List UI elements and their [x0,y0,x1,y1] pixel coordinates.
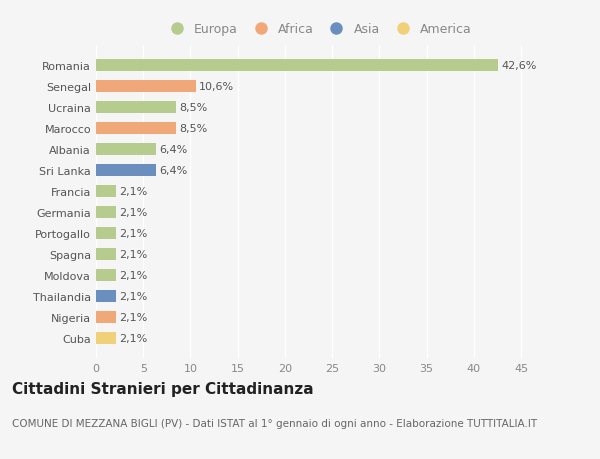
Text: 2,1%: 2,1% [119,333,147,343]
Bar [96,165,157,176]
Bar [96,186,116,197]
Text: 2,1%: 2,1% [119,249,147,259]
Bar [96,332,116,344]
Bar [96,102,176,113]
Text: COMUNE DI MEZZANA BIGLI (PV) - Dati ISTAT al 1° gennaio di ogni anno - Elaborazi: COMUNE DI MEZZANA BIGLI (PV) - Dati ISTA… [12,418,537,428]
Bar [96,228,116,239]
Bar [96,144,157,155]
Text: 6,4%: 6,4% [159,145,188,155]
Bar [96,123,176,134]
Legend: Europa, Africa, Asia, America: Europa, Africa, Asia, America [161,21,475,39]
Text: 2,1%: 2,1% [119,229,147,238]
Text: 2,1%: 2,1% [119,270,147,280]
Text: 2,1%: 2,1% [119,207,147,218]
Text: 8,5%: 8,5% [179,123,208,134]
Bar [96,311,116,323]
Bar [96,207,116,218]
Text: 10,6%: 10,6% [199,82,234,92]
Text: Cittadini Stranieri per Cittadinanza: Cittadini Stranieri per Cittadinanza [12,381,314,396]
Text: 42,6%: 42,6% [501,61,536,71]
Text: 8,5%: 8,5% [179,103,208,113]
Bar [96,291,116,302]
Bar [96,269,116,281]
Text: 2,1%: 2,1% [119,291,147,301]
Bar [96,60,499,72]
Text: 2,1%: 2,1% [119,186,147,196]
Text: 6,4%: 6,4% [159,166,188,175]
Bar [96,81,196,93]
Bar [96,249,116,260]
Text: 2,1%: 2,1% [119,312,147,322]
